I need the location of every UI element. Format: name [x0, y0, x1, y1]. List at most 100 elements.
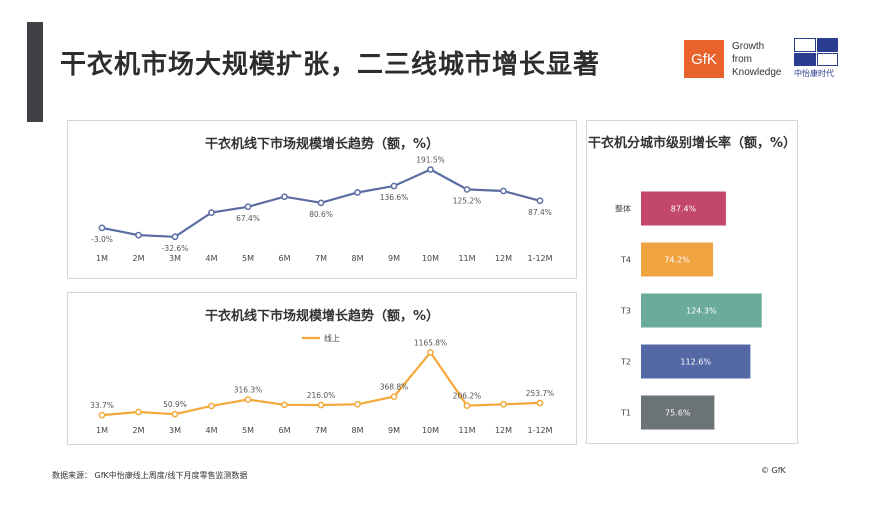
- x-tick-label: 6M: [279, 426, 291, 435]
- title-accent-bar: [27, 22, 43, 122]
- y-tick-label: T2: [620, 358, 631, 367]
- cmm-logo-name: 中怡康时代: [794, 69, 834, 78]
- data-point: [244, 203, 252, 211]
- x-tick-label: 12M: [495, 426, 512, 435]
- data-label: 74.2%: [664, 256, 690, 265]
- chart-title: 干衣机线下市场规模增长趋势（额，%）: [204, 137, 440, 152]
- bar: [641, 395, 715, 430]
- source-note: 数据来源： GfK中怡康线上周度/线下月度零售监测数据: [52, 471, 248, 480]
- data-label: 125.2%: [453, 196, 482, 205]
- data-label: 368.8%: [380, 383, 409, 392]
- x-tick-label: 6M: [279, 254, 291, 263]
- data-point: [317, 401, 325, 409]
- data-point: [171, 410, 179, 418]
- x-tick-label: 10M: [422, 426, 439, 435]
- y-tick-label: T4: [620, 256, 631, 265]
- x-tick-label: 7M: [315, 426, 327, 435]
- x-tick-label: 12M: [495, 254, 512, 263]
- x-tick-label: 9M: [388, 254, 400, 263]
- data-point: [354, 189, 361, 196]
- data-label: 1165.8%: [414, 338, 447, 347]
- data-label: 67.4%: [236, 214, 260, 223]
- data-label: 206.2%: [453, 392, 482, 401]
- x-tick-label: 5M: [242, 254, 254, 263]
- data-point: [281, 401, 288, 409]
- x-tick-label: 3M: [169, 426, 181, 435]
- data-point: [390, 393, 398, 400]
- x-tick-label: 1M: [96, 254, 108, 263]
- data-label: 216.0%: [307, 391, 336, 400]
- bar: [641, 191, 726, 226]
- gfk-logo: GfK: [684, 40, 724, 78]
- x-tick-label: 9M: [388, 426, 400, 435]
- city-tier-bar-chart: 整体 87.4% T4 74.2% T3 124.3% T2 112.6% T1 75.6%: [615, 191, 762, 430]
- data-label: 191.5%: [416, 156, 445, 165]
- x-tick-label: 10M: [422, 254, 439, 263]
- data-point: [536, 399, 544, 407]
- data-point: [135, 408, 142, 416]
- x-tick-label: 1-12M: [527, 254, 552, 263]
- data-point: [135, 231, 142, 239]
- data-label: 124.3%: [686, 307, 717, 316]
- online-chart-panel: 干衣机线下市场规模增长趋势（额，%） 1M 2M 3M 4M 5M 6M 7M 8M 9M 10M…: [67, 292, 577, 445]
- data-point: [208, 209, 215, 216]
- gfk-tagline-line: Growth: [732, 41, 765, 52]
- slide-title: 干衣机市场大规模扩张，二三线城市增长显著: [60, 50, 601, 80]
- cmm-logo-abbr: CMM: [794, 52, 814, 60]
- data-label: 75.6%: [665, 409, 691, 418]
- x-tick-label: 11M: [458, 254, 475, 263]
- data-label: 87.4%: [528, 208, 552, 217]
- data-point: [98, 411, 106, 419]
- gfk-tagline-line: from: [732, 54, 752, 65]
- y-tick-label: 整体: [615, 204, 631, 214]
- city-tier-chart-panel: 干衣机分城市级别增长率（额，%） 整体 87.4% T4 74.2% T3 124.3% T…: [586, 120, 798, 444]
- x-tick-label: 1-12M: [527, 426, 552, 435]
- y-tick-label: T3: [620, 307, 631, 316]
- data-point: [427, 166, 434, 173]
- data-point: [427, 349, 434, 356]
- gfk-tagline: Growth from Knowledge: [732, 40, 781, 79]
- data-point: [463, 402, 471, 409]
- data-point: [354, 400, 361, 408]
- data-label: 136.6%: [380, 193, 409, 202]
- cmm-logo: CMM 中怡康时代: [794, 38, 838, 78]
- data-label: 80.6%: [309, 210, 333, 219]
- x-tick-label: 8M: [352, 426, 364, 435]
- data-label: 316.3%: [234, 385, 263, 394]
- data-point: [281, 193, 288, 201]
- data-point: [390, 182, 398, 190]
- copyright: © GfK: [761, 466, 786, 475]
- x-tick-label: 2M: [133, 254, 145, 263]
- data-point: [536, 197, 544, 205]
- data-point: [244, 396, 252, 403]
- offline-line-chart: 1M 2M 3M 4M 5M 6M 7M 8M 9M 10M 11M 12M 1-12M -3.0% -32…: [91, 156, 553, 263]
- y-tick-label: T1: [620, 409, 631, 418]
- legend-label: 线上: [324, 333, 340, 343]
- chart-title: 干衣机分城市级别增长率（额，%）: [587, 136, 797, 151]
- data-point: [208, 402, 215, 410]
- data-label: 50.9%: [163, 400, 187, 409]
- data-label: 253.7%: [526, 389, 555, 398]
- data-label: 33.7%: [90, 401, 114, 410]
- x-tick-label: 7M: [315, 254, 327, 263]
- data-label: -3.0%: [91, 235, 113, 244]
- data-point: [171, 233, 179, 241]
- data-label: 87.4%: [671, 205, 697, 214]
- data-point: [500, 187, 507, 195]
- x-tick-label: 1M: [96, 426, 108, 435]
- bar: [641, 242, 714, 277]
- data-point: [98, 224, 106, 232]
- gfk-tagline-line: Knowledge: [732, 67, 782, 78]
- data-point: [317, 199, 325, 207]
- chart-title: 干衣机线下市场规模增长趋势（额，%）: [204, 309, 440, 324]
- x-tick-label: 11M: [458, 426, 475, 435]
- data-label: 112.6%: [680, 358, 711, 367]
- x-tick-label: 8M: [352, 254, 364, 263]
- data-label: -32.6%: [162, 244, 189, 253]
- offline-chart-panel: 干衣机线下市场规模增长趋势（额，%） 1M 2M 3M 4M 5M 6M 7M 8M 9M 10M…: [67, 120, 577, 279]
- online-line-chart: 1M 2M 3M 4M 5M 6M 7M 8M 9M 10M 11M 12M 1-12M 33.7% 50.…: [90, 333, 555, 435]
- x-tick-label: 5M: [242, 426, 254, 435]
- bar: [641, 344, 751, 379]
- data-point: [500, 400, 507, 408]
- x-tick-label: 2M: [133, 426, 145, 435]
